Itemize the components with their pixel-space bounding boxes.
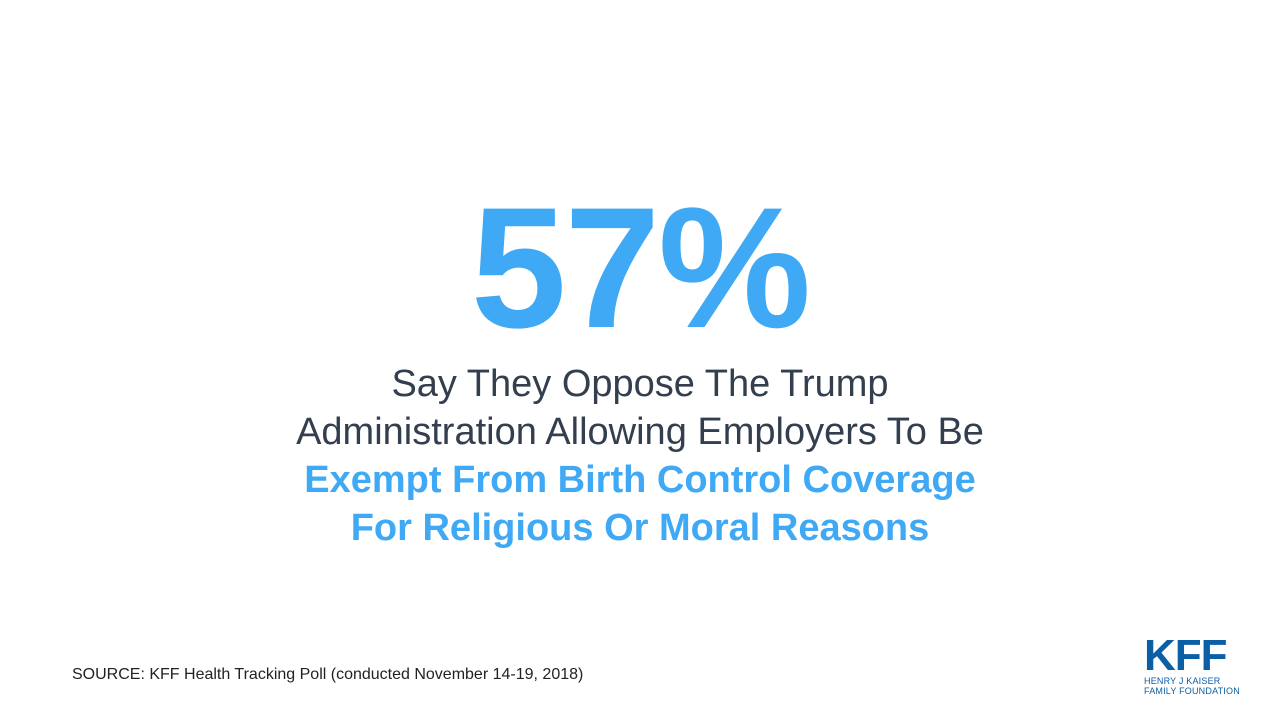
statement: Say They Oppose The Trump Administration…: [0, 360, 1280, 552]
source-note: SOURCE: KFF Health Tracking Poll (conduc…: [72, 666, 584, 683]
statement-line-1: Say They Oppose The Trump: [391, 363, 889, 405]
logo-mark: KFF: [1144, 631, 1228, 680]
headline-stat: 57%: [470, 172, 811, 364]
kff-logo: KFF HENRY J KAISER FAMILY FOUNDATION: [1144, 631, 1240, 698]
statement-line-4: For Religious Or Moral Reasons: [350, 507, 930, 549]
statement-line-2: Administration Allowing Employers To Be: [296, 411, 984, 453]
logo-subtitle-line-2: FAMILY FOUNDATION: [1144, 686, 1240, 696]
logo-subtitle-line-1: HENRY J KAISER: [1144, 676, 1221, 686]
statement-line-3: Exempt From Birth Control Coverage: [304, 459, 976, 501]
